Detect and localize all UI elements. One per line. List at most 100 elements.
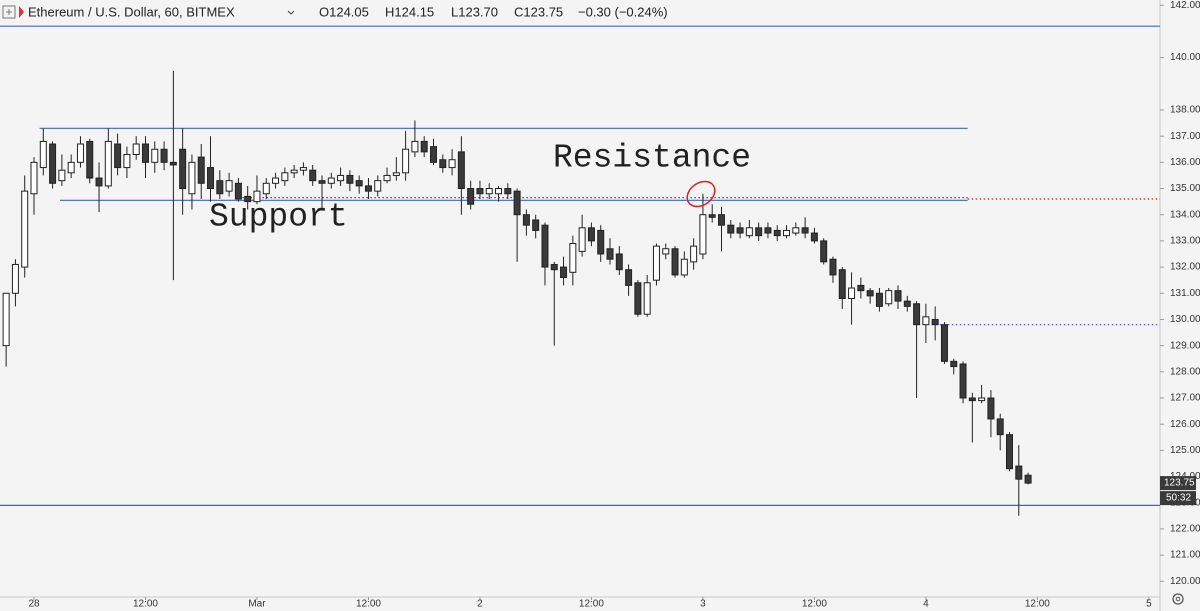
candle-body <box>420 140 428 153</box>
candle-body <box>467 188 475 205</box>
candle-body <box>857 284 865 292</box>
candle-body <box>179 148 187 190</box>
candle-body <box>680 258 688 276</box>
candle-body <box>327 177 335 184</box>
y-tick-label: 135.00 <box>1170 183 1200 194</box>
candle-body <box>188 161 196 195</box>
candle-body <box>810 232 818 242</box>
candle-body <box>234 182 242 200</box>
y-tick-label: 131.00 <box>1170 288 1200 299</box>
candle-body <box>39 140 47 169</box>
countdown-label: 50:32 <box>1166 493 1191 504</box>
candle-body <box>745 227 753 237</box>
legend-change: −0.30 (−0.24%) <box>578 4 668 19</box>
candle-body <box>801 227 809 234</box>
y-tick-label: 120.00 <box>1170 576 1200 587</box>
legend-close: C123.75 <box>514 4 563 19</box>
candle-body <box>783 229 791 237</box>
x-tick-label: Mar <box>248 599 266 610</box>
candle-body <box>299 167 307 171</box>
candle-body <box>253 190 261 203</box>
candle-body <box>337 174 345 182</box>
x-tick-label: 3 <box>700 599 706 610</box>
candle-body <box>476 188 484 195</box>
y-tick-label: 122.00 <box>1170 524 1200 535</box>
candle-body <box>104 140 112 187</box>
candle-body <box>11 263 19 294</box>
symbol-title[interactable]: Ethereum / U.S. Dollar, 60, BITMEX <box>28 4 235 19</box>
collapse-button[interactable] <box>2 5 16 19</box>
x-tick-label: 12:00 <box>802 599 827 610</box>
candle-body <box>727 224 735 234</box>
candle-body <box>411 140 419 153</box>
y-tick-label: 128.00 <box>1170 366 1200 377</box>
settings-icon[interactable] <box>1175 596 1181 602</box>
candle-body <box>429 146 437 163</box>
candle-body <box>996 418 1004 436</box>
candle-body <box>885 290 893 305</box>
y-tick-label: 137.00 <box>1170 131 1200 142</box>
candle-body <box>76 143 84 163</box>
candle-body <box>736 227 744 234</box>
annotation-support: Support <box>209 199 348 236</box>
candle-body <box>355 180 363 187</box>
candle-body <box>123 153 131 169</box>
y-tick-label: 125.00 <box>1170 445 1200 456</box>
candle-body <box>652 245 660 281</box>
candle-body <box>764 227 772 234</box>
candle-body <box>309 169 317 182</box>
price-tags: 123.75 50:32 <box>1160 476 1196 506</box>
candle-body <box>866 290 874 297</box>
candle-body <box>838 269 846 299</box>
settings-icon[interactable] <box>1172 593 1184 605</box>
candle-body <box>383 174 391 182</box>
candle-body <box>773 229 781 237</box>
y-tick-label: 127.00 <box>1170 393 1200 404</box>
x-tick-label: 28 <box>28 599 40 610</box>
y-tick-label: 134.00 <box>1170 209 1200 220</box>
x-tick-label: 12:00 <box>579 599 604 610</box>
candle-body <box>903 300 911 307</box>
candle-body <box>597 229 605 255</box>
candle-body <box>569 243 577 273</box>
candle-body <box>913 303 921 326</box>
candle-body <box>950 360 958 368</box>
x-tick-label: 5 <box>1146 599 1152 610</box>
candle-body <box>392 172 400 176</box>
candle-body <box>820 240 828 263</box>
candle-body <box>151 148 159 163</box>
candle-body <box>448 159 456 169</box>
candle-body <box>532 219 540 231</box>
candle-body <box>615 253 623 271</box>
candle-body <box>690 245 698 263</box>
candle-body <box>374 180 382 192</box>
header: Ethereum / U.S. Dollar, 60, BITMEX O124.… <box>2 4 668 19</box>
candle-body <box>606 248 614 260</box>
candle-body <box>541 224 549 268</box>
candle-body <box>848 287 856 299</box>
y-tick-label: 126.00 <box>1170 419 1200 430</box>
axes: 120.00121.00122.00123.00124.00125.00126.… <box>28 0 1200 610</box>
candle-body <box>49 143 57 184</box>
candle-body <box>1015 465 1023 480</box>
candle-body <box>67 161 75 174</box>
candle-body <box>708 214 716 218</box>
x-tick-label: 12:00 <box>356 599 381 610</box>
x-tick-label: 12:00 <box>1025 599 1050 610</box>
y-tick-label: 129.00 <box>1170 340 1200 351</box>
candle-body <box>281 172 289 182</box>
y-tick-label: 132.00 <box>1170 262 1200 273</box>
candle-body <box>922 316 930 326</box>
candle-body <box>634 282 642 315</box>
candle-body <box>792 227 800 234</box>
candle-body <box>550 263 558 271</box>
symbol-menu-chevron[interactable] <box>287 10 295 15</box>
settings-button[interactable] <box>1172 593 1184 605</box>
candle-body <box>522 214 530 226</box>
candle-body <box>671 248 679 276</box>
candle-body <box>216 180 224 195</box>
candle-body <box>968 397 976 402</box>
candle-body <box>160 148 168 163</box>
